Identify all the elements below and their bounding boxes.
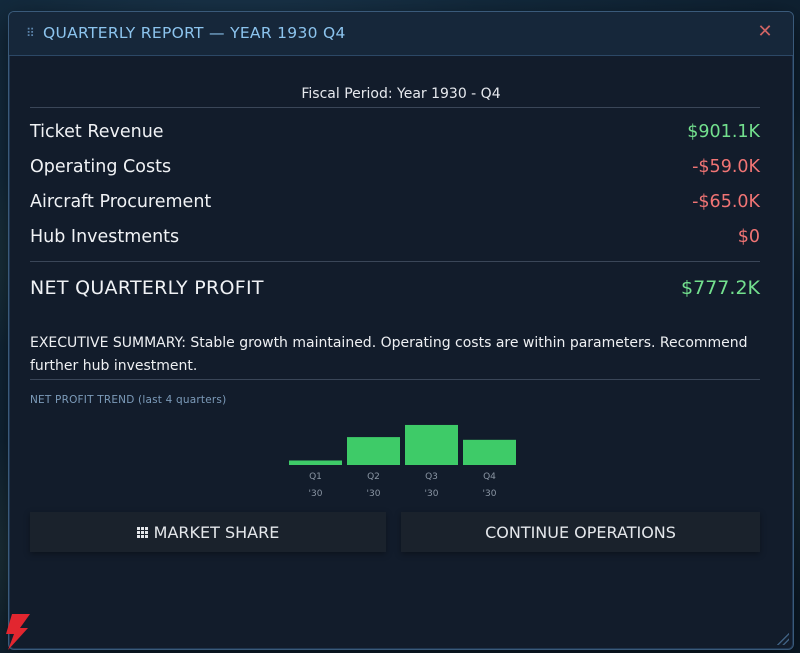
trend-tick-sublabel: '30 bbox=[367, 489, 381, 499]
brand-logo-icon bbox=[6, 614, 30, 650]
line-item-label: Hub Investments bbox=[30, 227, 180, 247]
trend-tick-sublabel: '30 bbox=[483, 489, 497, 499]
line-item-hub-investments: Hub Investments $0 bbox=[30, 227, 760, 253]
resize-handle-icon[interactable] bbox=[777, 633, 789, 645]
trend-tick-label: Q3 bbox=[425, 472, 438, 482]
trend-bar-q3 bbox=[405, 424, 458, 465]
line-item-label: Aircraft Procurement bbox=[30, 192, 212, 212]
close-icon[interactable]: ✕ bbox=[757, 21, 773, 42]
fiscal-period: Fiscal Period: Year 1930 - Q4 bbox=[301, 86, 501, 102]
line-item-value: -$65.0K bbox=[692, 192, 760, 212]
continue-operations-button[interactable]: CONTINUE OPERATIONS bbox=[401, 512, 760, 552]
line-item-label: Ticket Revenue bbox=[30, 122, 164, 142]
net-quarterly-profit: NET QUARTERLY PROFIT $777.2K bbox=[30, 277, 760, 303]
divider bbox=[30, 107, 760, 108]
dialog-titlebar[interactable]: ⠿ QUARTERLY REPORT — YEAR 1930 Q4 ✕ bbox=[9, 12, 793, 56]
net-profit-value: $777.2K bbox=[681, 277, 760, 299]
grid-icon bbox=[136, 526, 148, 538]
line-item-operating-costs: Operating Costs -$59.0K bbox=[30, 157, 760, 183]
trend-tick-label: Q4 bbox=[483, 472, 496, 482]
line-item-value: $0 bbox=[737, 227, 760, 247]
drag-handle-icon[interactable]: ⠿ bbox=[26, 26, 35, 40]
dialog-title: QUARTERLY REPORT — YEAR 1930 Q4 bbox=[43, 24, 346, 42]
trend-tick-sublabel: '30 bbox=[425, 489, 439, 499]
trend-tick-label: Q1 bbox=[309, 472, 322, 482]
trend-tick-label: Q2 bbox=[367, 472, 380, 482]
trend-tick-sublabel: '30 bbox=[309, 489, 323, 499]
quarterly-report-dialog: ⠿ QUARTERLY REPORT — YEAR 1930 Q4 ✕ Fisc… bbox=[8, 11, 794, 650]
net-profit-trend-chart: Q1 '30 Q2 '30 Q3 '30 Q4 '30 bbox=[289, 424, 516, 499]
market-share-button[interactable]: MARKET SHARE bbox=[30, 512, 386, 552]
line-item-ticket-revenue: Ticket Revenue $901.1K bbox=[30, 122, 760, 148]
market-share-label: MARKET SHARE bbox=[153, 522, 280, 542]
continue-operations-label: CONTINUE OPERATIONS bbox=[485, 522, 676, 542]
line-item-label: Operating Costs bbox=[30, 157, 172, 177]
divider bbox=[30, 379, 760, 380]
divider bbox=[30, 261, 760, 262]
trend-bar-q2 bbox=[347, 437, 400, 465]
line-item-aircraft-procurement: Aircraft Procurement -$65.0K bbox=[30, 192, 760, 218]
executive-summary: EXECUTIVE SUMMARY: Stable growth maintai… bbox=[30, 335, 748, 374]
line-item-value: -$59.0K bbox=[692, 157, 760, 177]
trend-bar-q4 bbox=[463, 439, 516, 465]
trend-bar-q1 bbox=[289, 460, 342, 465]
net-profit-label: NET QUARTERLY PROFIT bbox=[30, 277, 264, 299]
trend-title: NET PROFIT TREND (last 4 quarters) bbox=[30, 394, 227, 406]
line-item-value: $901.1K bbox=[687, 122, 760, 142]
